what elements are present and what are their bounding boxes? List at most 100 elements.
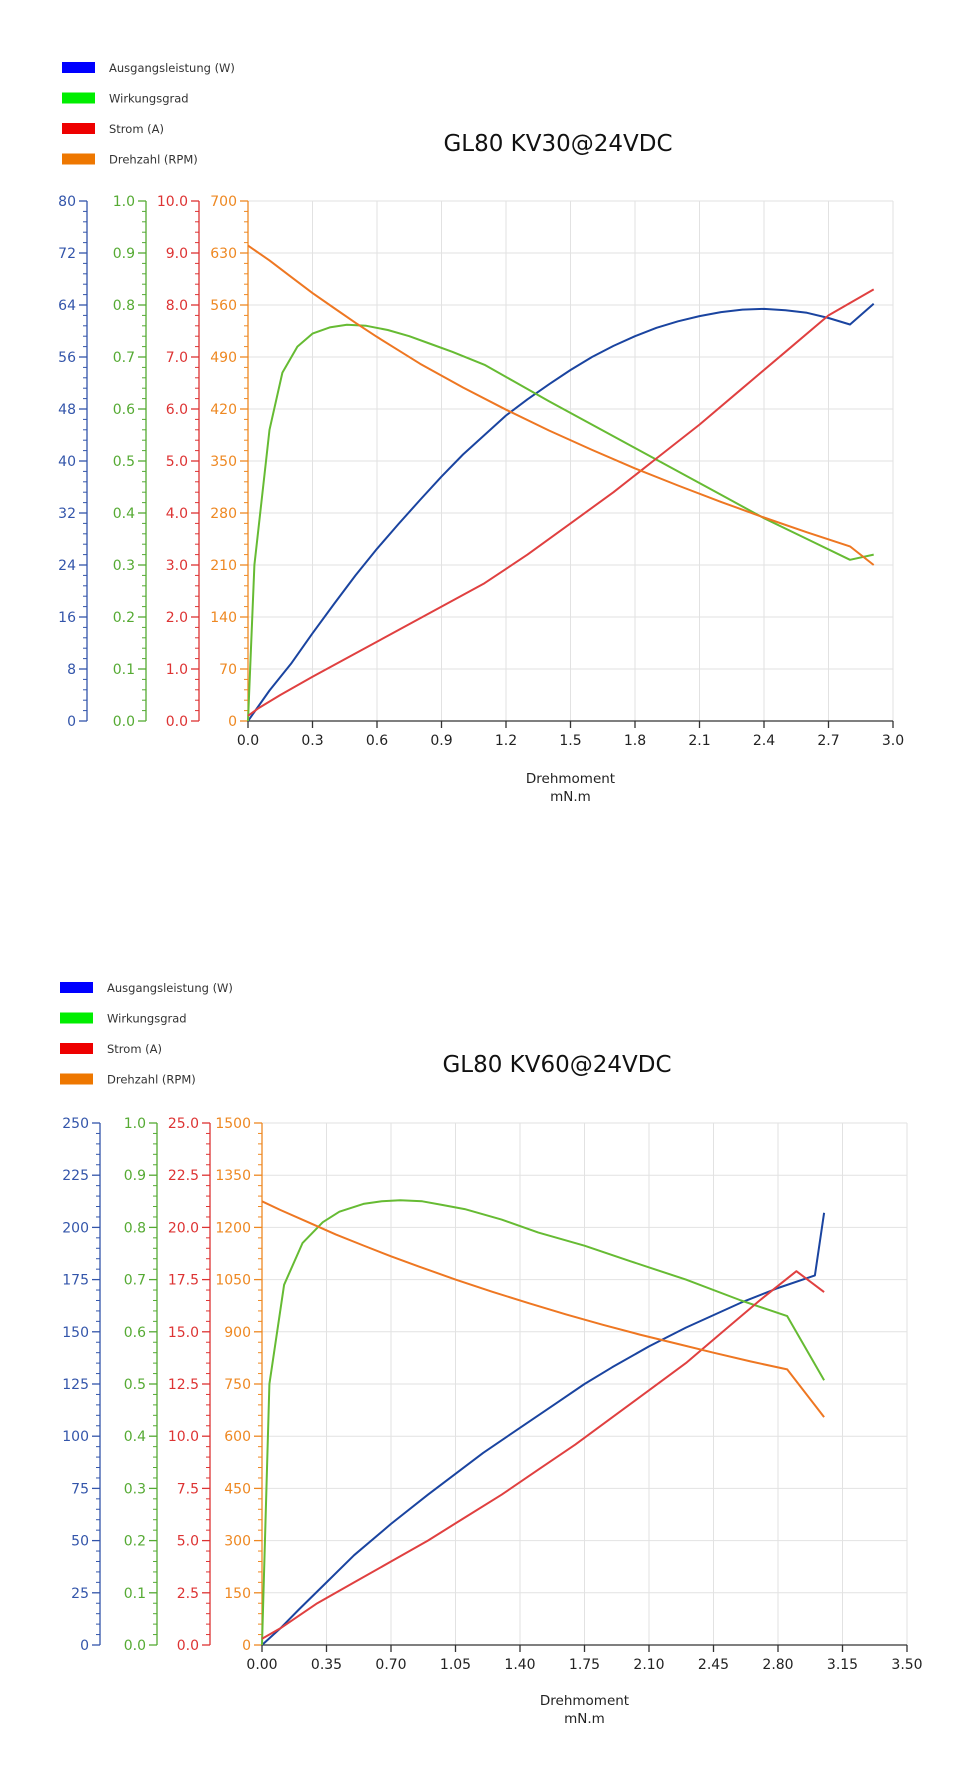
y-tick-label: 0.4 xyxy=(113,506,135,522)
y-tick-label: 0 xyxy=(228,714,237,730)
y-tick-label: 2.5 xyxy=(177,1586,199,1602)
y-tick-label: 0.4 xyxy=(124,1429,146,1445)
x-tick-label: 1.5 xyxy=(559,733,581,749)
y-tick-label: 175 xyxy=(62,1273,89,1289)
legend-label: Ausgangsleistung (W) xyxy=(109,61,235,75)
legend-swatch xyxy=(62,123,95,134)
x-axis-unit: mN.m xyxy=(550,789,591,805)
y-tick-label: 0.6 xyxy=(124,1325,146,1341)
y-tick-label: 0.3 xyxy=(113,558,135,574)
y-tick-label: 350 xyxy=(210,454,237,470)
x-tick-label: 1.40 xyxy=(504,1657,535,1673)
x-tick-label: 0.00 xyxy=(246,1657,277,1673)
x-tick-label: 3.15 xyxy=(827,1657,858,1673)
y-tick-label: 300 xyxy=(224,1534,251,1550)
legend-label: Drehzahl (RPM) xyxy=(109,153,198,167)
y-tick-label: 1050 xyxy=(215,1273,251,1289)
y-tick-label: 900 xyxy=(224,1325,251,1341)
y-tick-label: 1200 xyxy=(215,1220,251,1236)
legend-swatch xyxy=(60,1012,93,1024)
y-tick-label: 0.8 xyxy=(124,1220,146,1236)
y-tick-label: 0.2 xyxy=(113,610,135,626)
x-tick-label: 2.80 xyxy=(762,1657,793,1673)
x-tick-label: 2.1 xyxy=(688,733,710,749)
y-tick-label: 50 xyxy=(71,1534,89,1550)
x-axis-title: Drehmoment xyxy=(540,1693,629,1709)
y-tick-label: 560 xyxy=(210,298,237,314)
y-tick-label: 280 xyxy=(210,506,237,522)
y-tick-label: 12.5 xyxy=(168,1377,199,1393)
legend-label: Strom (A) xyxy=(109,122,164,136)
y-tick-label: 5.0 xyxy=(166,454,188,470)
x-tick-label: 1.75 xyxy=(569,1657,600,1673)
y-tick-label: 140 xyxy=(210,610,237,626)
chart-gl80-kv60: Ausgangsleistung (W) Wirkungsgrad Strom (A… xyxy=(60,981,923,1727)
y-tick-label: 125 xyxy=(62,1377,89,1393)
y-tick-label: 0 xyxy=(242,1638,251,1654)
y-tick-label: 4.0 xyxy=(166,506,188,522)
y-tick-label: 22.5 xyxy=(168,1168,199,1184)
x-axis-title: Drehmoment xyxy=(526,771,615,787)
y-tick-label: 48 xyxy=(58,402,76,418)
y-tick-label: 9.0 xyxy=(166,246,188,262)
y-tick-label: 750 xyxy=(224,1377,251,1393)
y-tick-label: 200 xyxy=(62,1220,89,1236)
y-tick-label: 0.1 xyxy=(113,662,135,678)
y-tick-label: 0.1 xyxy=(124,1586,146,1602)
y-tick-label: 7.0 xyxy=(166,350,188,366)
legend-swatch xyxy=(62,62,95,73)
y-tick-label: 0.0 xyxy=(124,1638,146,1654)
y-tick-label: 32 xyxy=(58,506,76,522)
y-tick-label: 0.0 xyxy=(166,714,188,730)
x-tick-label: 3.50 xyxy=(891,1657,922,1673)
series-line-power xyxy=(247,302,875,722)
y-tick-label: 72 xyxy=(58,246,76,262)
x-axis-unit: mN.m xyxy=(564,1711,605,1727)
y-tick-label: 24 xyxy=(58,558,76,574)
y-tick-label: 0.5 xyxy=(113,454,135,470)
x-tick-label: 2.7 xyxy=(817,733,839,749)
y-tick-label: 0.8 xyxy=(113,298,135,314)
legend-label: Wirkungsgrad xyxy=(109,92,189,106)
legend-label: Strom (A) xyxy=(107,1042,162,1056)
x-tick-label: 2.45 xyxy=(698,1657,729,1673)
x-tick-label: 0.0 xyxy=(237,733,259,749)
y-tick-label: 0 xyxy=(67,714,76,730)
y-tick-label: 56 xyxy=(58,350,76,366)
legend-swatch xyxy=(62,92,95,104)
legend-swatch xyxy=(62,153,95,165)
y-tick-label: 490 xyxy=(210,350,237,366)
y-tick-label: 0.9 xyxy=(124,1168,146,1184)
y-tick-label: 8.0 xyxy=(166,298,188,314)
x-tick-label: 2.4 xyxy=(753,733,775,749)
series-line-power xyxy=(261,1212,826,1646)
y-tick-label: 16 xyxy=(58,610,76,626)
y-tick-label: 0.7 xyxy=(124,1273,146,1289)
y-tick-label: 0.5 xyxy=(124,1377,146,1393)
y-tick-label: 40 xyxy=(58,454,76,470)
y-tick-label: 0.3 xyxy=(124,1481,146,1497)
y-tick-label: 0.6 xyxy=(113,402,135,418)
x-tick-label: 0.35 xyxy=(311,1657,342,1673)
y-tick-label: 600 xyxy=(224,1429,251,1445)
y-tick-label: 0.2 xyxy=(124,1534,146,1550)
y-tick-label: 1.0 xyxy=(166,662,188,678)
legend-label: Wirkungsgrad xyxy=(107,1012,187,1026)
y-tick-label: 225 xyxy=(62,1168,89,1184)
chart-gl80-kv30: Ausgangsleistung (W) Wirkungsgrad Strom (A… xyxy=(58,61,904,805)
y-tick-label: 8 xyxy=(67,662,76,678)
x-tick-label: 3.0 xyxy=(882,733,904,749)
legend-swatch xyxy=(60,982,93,993)
legend-swatch xyxy=(60,1043,93,1054)
y-tick-label: 15.0 xyxy=(168,1325,199,1341)
series-line-rpm xyxy=(261,1200,825,1418)
y-tick-label: 0.9 xyxy=(113,246,135,262)
y-tick-label: 1.0 xyxy=(113,194,135,210)
y-tick-label: 250 xyxy=(62,1116,89,1132)
x-tick-label: 0.6 xyxy=(366,733,388,749)
y-tick-label: 2.0 xyxy=(166,610,188,626)
y-tick-label: 10.0 xyxy=(157,194,188,210)
x-tick-label: 0.3 xyxy=(301,733,323,749)
y-tick-label: 0.7 xyxy=(113,350,135,366)
y-tick-label: 1.0 xyxy=(124,1116,146,1132)
